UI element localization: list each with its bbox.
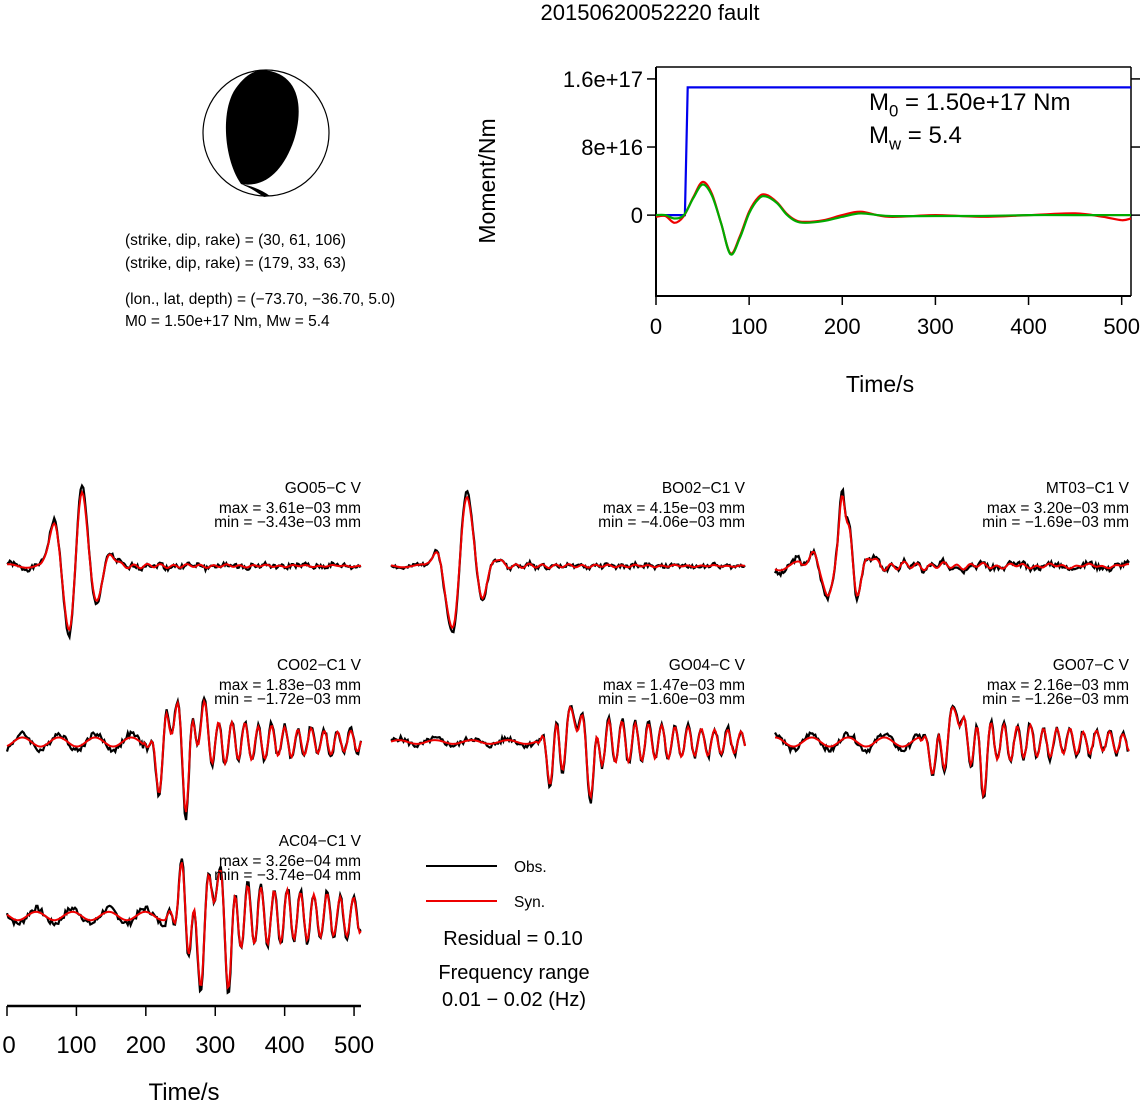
frequency-label: Frequency range — [438, 962, 589, 984]
station-name: CO02−C1 V — [277, 657, 362, 674]
synthetic-trace — [6, 862, 362, 990]
legend: Obs. Syn. — [426, 859, 547, 911]
moment-ytick-label: 0 — [631, 203, 643, 228]
moment-xtick-label: 100 — [731, 314, 768, 339]
legend-syn-label: Syn. — [514, 894, 545, 911]
moment-series-0 — [656, 86, 1131, 217]
synthetic-trace — [775, 705, 1130, 799]
waveform-xtick-label: 0 — [2, 1032, 15, 1059]
station-max: max = 3.26e−04 mm — [219, 853, 361, 870]
synthetic-trace — [390, 705, 746, 801]
waveform-xtick-label: 200 — [126, 1032, 166, 1059]
legend-obs-label: Obs. — [514, 859, 547, 876]
station-min: min = −3.43e−03 mm — [214, 514, 361, 531]
location-label: (lon., lat, depth) = (−73.70, −36.70, 5.… — [125, 291, 395, 308]
synthetic-trace — [6, 698, 362, 813]
plane2-label: (strike, dip, rake) = (179, 33, 63) — [125, 255, 346, 272]
station-name: MT03−C1 V — [1046, 480, 1130, 497]
station-min: min = −1.60e−03 mm — [598, 691, 745, 708]
moment-xtick-label: 500 — [1103, 314, 1140, 339]
beachball — [202, 69, 330, 197]
moment-ytick-label: 1.6e+17 — [563, 67, 643, 92]
synthetic-trace — [774, 495, 1129, 598]
moment-xlabel: Time/s — [846, 371, 914, 397]
station-min: min = −1.69e−03 mm — [982, 514, 1129, 531]
residual-label: Residual = 0.10 — [443, 928, 583, 950]
moment-m0-annotation: M0 = 1.50e+17 Nm — [869, 89, 1070, 121]
station-max: max = 1.47e−03 mm — [603, 677, 745, 694]
waveform-xtick-label: 300 — [195, 1032, 235, 1059]
plane1-label: (strike, dip, rake) = (30, 61, 106) — [125, 232, 346, 249]
waveform-xlabel: Time/s — [148, 1079, 219, 1104]
moment-ytick-label: 8e+16 — [581, 135, 643, 160]
synthetic-trace — [6, 489, 362, 632]
waveform-xtick-label: 400 — [265, 1032, 305, 1059]
station-min: min = −1.72e−03 mm — [214, 691, 361, 708]
station-max: max = 3.20e−03 mm — [987, 500, 1129, 517]
moment-xtick-label: 400 — [1010, 314, 1047, 339]
station-max: max = 2.16e−03 mm — [987, 677, 1129, 694]
moment-xtick-label: 0 — [650, 314, 662, 339]
waveform-xtick-label: 500 — [334, 1032, 374, 1059]
station-max: max = 3.61e−03 mm — [219, 500, 361, 517]
station-min: min = −4.06e−03 mm — [598, 514, 745, 531]
beachball-compressional-lobe — [225, 70, 299, 185]
station-max: max = 4.15e−03 mm — [603, 500, 745, 517]
station-name: GO04−C V — [669, 657, 746, 674]
moment-xtick-label: 200 — [824, 314, 861, 339]
figure-title: 20150620052220 fault — [541, 0, 760, 25]
station-name: BO02−C1 V — [662, 480, 746, 497]
frequency-range: 0.01 − 0.02 (Hz) — [442, 989, 586, 1011]
synthetic-trace — [390, 495, 746, 630]
moment-mw-annotation: Mw = 5.4 — [869, 122, 962, 154]
mechanism-text: (strike, dip, rake) = (30, 61, 106) (str… — [125, 232, 395, 330]
moment-xtick-label: 300 — [917, 314, 954, 339]
station-min: min = −1.26e−03 mm — [982, 691, 1129, 708]
waveform-xtick-label: 100 — [56, 1032, 96, 1059]
beachball-lower-sliver — [241, 184, 270, 197]
station-name: GO05−C V — [285, 480, 362, 497]
moment-series-2 — [655, 183, 1131, 256]
station-name: GO07−C V — [1053, 657, 1130, 674]
moment-ylabel: Moment/Nm — [474, 118, 500, 243]
station-max: max = 1.83e−03 mm — [219, 677, 361, 694]
moment-plot: 0 100 200 300 400 500 0 8e+16 1.6e+17 Time/s Momen… — [474, 66, 1140, 397]
station-min: min = −3.74e−04 mm — [214, 867, 361, 884]
moment-label: M0 = 1.50e+17 Nm, Mw = 5.4 — [125, 313, 330, 330]
station-name: AC04−C1 V — [279, 833, 362, 850]
